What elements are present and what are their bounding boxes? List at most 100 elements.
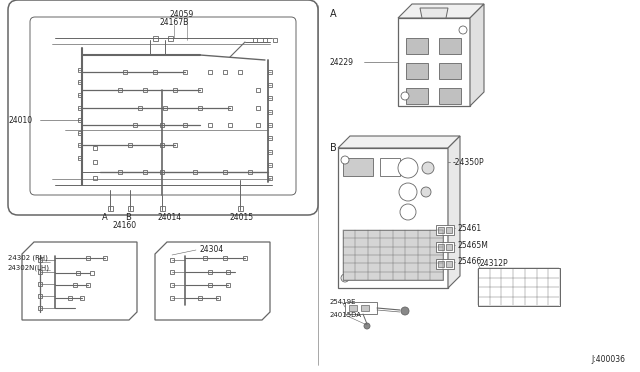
- Bar: [170, 270, 174, 274]
- Bar: [78, 68, 82, 72]
- Bar: [124, 70, 127, 74]
- Bar: [90, 271, 93, 275]
- Bar: [478, 268, 560, 306]
- Bar: [93, 146, 97, 150]
- Text: 24160: 24160: [112, 221, 136, 230]
- Bar: [446, 261, 452, 267]
- Bar: [78, 131, 82, 135]
- Polygon shape: [420, 8, 448, 18]
- Bar: [170, 283, 174, 287]
- Bar: [227, 270, 230, 274]
- Bar: [436, 259, 454, 269]
- Bar: [108, 205, 113, 211]
- Circle shape: [459, 26, 467, 34]
- Bar: [78, 93, 82, 97]
- Bar: [406, 38, 428, 54]
- Polygon shape: [398, 4, 484, 18]
- Bar: [38, 306, 42, 310]
- Bar: [118, 88, 122, 92]
- Polygon shape: [448, 136, 460, 288]
- Bar: [256, 106, 260, 110]
- Bar: [168, 35, 173, 41]
- Bar: [127, 205, 132, 211]
- Bar: [198, 106, 202, 110]
- Bar: [160, 143, 164, 147]
- Bar: [204, 256, 207, 260]
- Bar: [256, 88, 260, 92]
- Text: 25461: 25461: [458, 224, 482, 232]
- Bar: [93, 160, 97, 164]
- Bar: [78, 106, 82, 110]
- Bar: [343, 158, 373, 176]
- Bar: [237, 205, 243, 211]
- Bar: [103, 256, 107, 260]
- Circle shape: [341, 156, 349, 164]
- Bar: [438, 244, 444, 250]
- Bar: [153, 70, 157, 74]
- Bar: [446, 244, 452, 250]
- Polygon shape: [470, 4, 484, 106]
- Bar: [208, 70, 212, 74]
- Polygon shape: [155, 242, 270, 320]
- Bar: [436, 242, 454, 252]
- Bar: [159, 205, 164, 211]
- Circle shape: [341, 274, 349, 282]
- Bar: [263, 38, 267, 42]
- Text: 24304: 24304: [200, 246, 224, 254]
- Bar: [268, 96, 272, 100]
- Bar: [349, 305, 357, 311]
- Text: 24229: 24229: [330, 58, 354, 67]
- Bar: [268, 150, 272, 154]
- Bar: [223, 70, 227, 74]
- Bar: [170, 258, 174, 262]
- Text: 25466: 25466: [458, 257, 483, 266]
- Text: 24015: 24015: [230, 212, 254, 221]
- Bar: [380, 158, 400, 176]
- Bar: [268, 176, 272, 180]
- Bar: [223, 256, 227, 260]
- Bar: [38, 258, 42, 262]
- Circle shape: [364, 323, 370, 329]
- Bar: [208, 283, 212, 287]
- Bar: [268, 123, 272, 127]
- Circle shape: [401, 92, 409, 100]
- Bar: [228, 123, 232, 127]
- Circle shape: [422, 162, 434, 174]
- Bar: [436, 225, 454, 235]
- Bar: [343, 230, 443, 280]
- Bar: [439, 63, 461, 79]
- Bar: [160, 123, 164, 127]
- Bar: [73, 283, 77, 287]
- Bar: [78, 118, 82, 122]
- Circle shape: [421, 187, 431, 197]
- Bar: [345, 302, 377, 314]
- Bar: [133, 123, 137, 127]
- Bar: [68, 296, 72, 300]
- Bar: [80, 296, 84, 300]
- Bar: [216, 296, 220, 300]
- Text: 24010: 24010: [8, 115, 32, 125]
- Text: -24350P: -24350P: [453, 157, 484, 167]
- Bar: [256, 123, 260, 127]
- Bar: [152, 35, 157, 41]
- Bar: [173, 88, 177, 92]
- Bar: [273, 38, 277, 42]
- Bar: [38, 270, 42, 274]
- Bar: [438, 261, 444, 267]
- Bar: [193, 170, 196, 174]
- Bar: [268, 70, 272, 74]
- Bar: [38, 294, 42, 298]
- Text: 25419E: 25419E: [330, 299, 356, 305]
- Bar: [183, 70, 187, 74]
- Bar: [268, 110, 272, 114]
- Circle shape: [399, 183, 417, 201]
- Bar: [406, 88, 428, 104]
- Bar: [78, 156, 82, 160]
- Bar: [93, 176, 97, 180]
- Bar: [38, 282, 42, 286]
- Bar: [163, 106, 167, 110]
- Text: 24015DA: 24015DA: [330, 312, 362, 318]
- Bar: [198, 88, 202, 92]
- Bar: [78, 143, 82, 147]
- Polygon shape: [338, 136, 460, 148]
